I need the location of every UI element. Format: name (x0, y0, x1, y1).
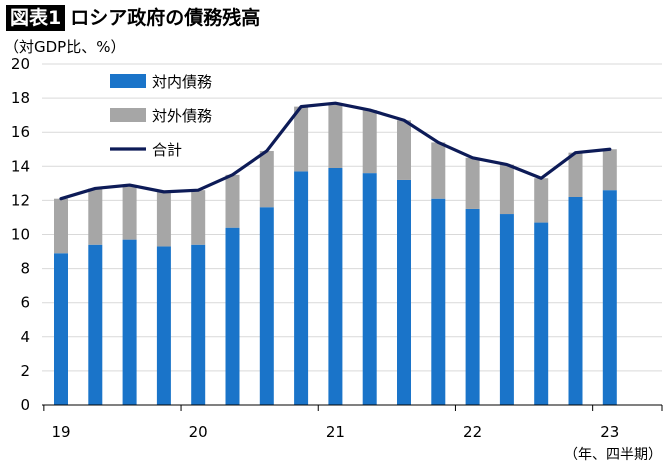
bars (54, 103, 617, 405)
bar-domestic-debt (465, 208, 480, 405)
bar-external-debt (54, 198, 68, 254)
y-tick-label: 14 (11, 157, 30, 175)
legend-label: 合計 (152, 141, 182, 159)
bar-external-debt (294, 106, 309, 172)
legend-label: 対外債務 (152, 107, 212, 125)
x-tick-label: 23 (600, 423, 619, 441)
bar-external-debt (88, 188, 103, 245)
x-tick-label: 20 (189, 423, 208, 441)
bar-domestic-debt (602, 190, 617, 405)
y-tick-label: 2 (20, 362, 30, 380)
x-tick-label: 21 (326, 423, 345, 441)
bar-domestic-debt (431, 198, 446, 405)
chart-title: ロシア政府の債務残高 (70, 7, 261, 29)
legend-swatch (110, 108, 146, 122)
bar-external-debt (534, 178, 549, 223)
y-tick-label: 12 (11, 191, 30, 209)
bar-domestic-debt (499, 214, 514, 405)
bar-external-debt (156, 191, 171, 247)
y-unit-label: （対GDP比、%） (4, 38, 126, 56)
title-row: 図表1 ロシア政府の債務残高 (6, 4, 260, 32)
bar-external-debt (465, 157, 480, 209)
x-tick-label: 19 (51, 423, 70, 441)
y-tick-label: 8 (20, 260, 30, 278)
bar-domestic-debt (191, 244, 206, 405)
bar-domestic-debt (397, 179, 411, 405)
y-tick-label: 4 (20, 328, 30, 346)
legend-label: 対内債務 (152, 73, 212, 91)
bar-external-debt (259, 150, 274, 208)
bar-external-debt (122, 185, 137, 240)
legend-swatch (110, 74, 146, 88)
bar-external-debt (397, 120, 411, 180)
bar-domestic-debt (156, 246, 171, 405)
bar-domestic-debt (88, 244, 103, 405)
bar-domestic-debt (568, 196, 583, 405)
bar-domestic-debt (328, 168, 343, 405)
bar-domestic-debt (54, 253, 68, 405)
gridlines (42, 63, 662, 372)
bar-domestic-debt (225, 227, 240, 405)
bar-external-debt (602, 149, 617, 191)
bar-external-debt (328, 103, 343, 169)
y-tick-label: 18 (11, 89, 30, 107)
bar-external-debt (431, 142, 446, 199)
x-tick-label: 22 (463, 423, 482, 441)
y-tick-label: 16 (11, 123, 30, 141)
y-tick-label: 20 (11, 55, 30, 73)
bar-domestic-debt (122, 239, 137, 405)
bar-external-debt (225, 174, 240, 228)
bar-domestic-debt (259, 207, 274, 405)
x-unit-label: （年、四半期） (564, 447, 662, 463)
bar-domestic-debt (362, 173, 377, 405)
bar-external-debt (362, 110, 377, 174)
bar-domestic-debt (294, 171, 309, 405)
y-tick-label: 0 (20, 396, 30, 414)
bar-external-debt (191, 190, 206, 245)
total-line-group (59, 101, 612, 201)
bar-external-debt (568, 152, 583, 197)
figure-badge: 図表1 (6, 5, 66, 31)
y-tick-label: 6 (20, 294, 30, 312)
y-tick-label: 10 (11, 226, 30, 244)
axes: 0 2 4 6 8 10 12 14 16 18 20 19 20 21 22 23 (11, 55, 663, 441)
bar-domestic-debt (534, 222, 549, 405)
total-line (59, 101, 612, 201)
bar-external-debt (499, 164, 514, 215)
